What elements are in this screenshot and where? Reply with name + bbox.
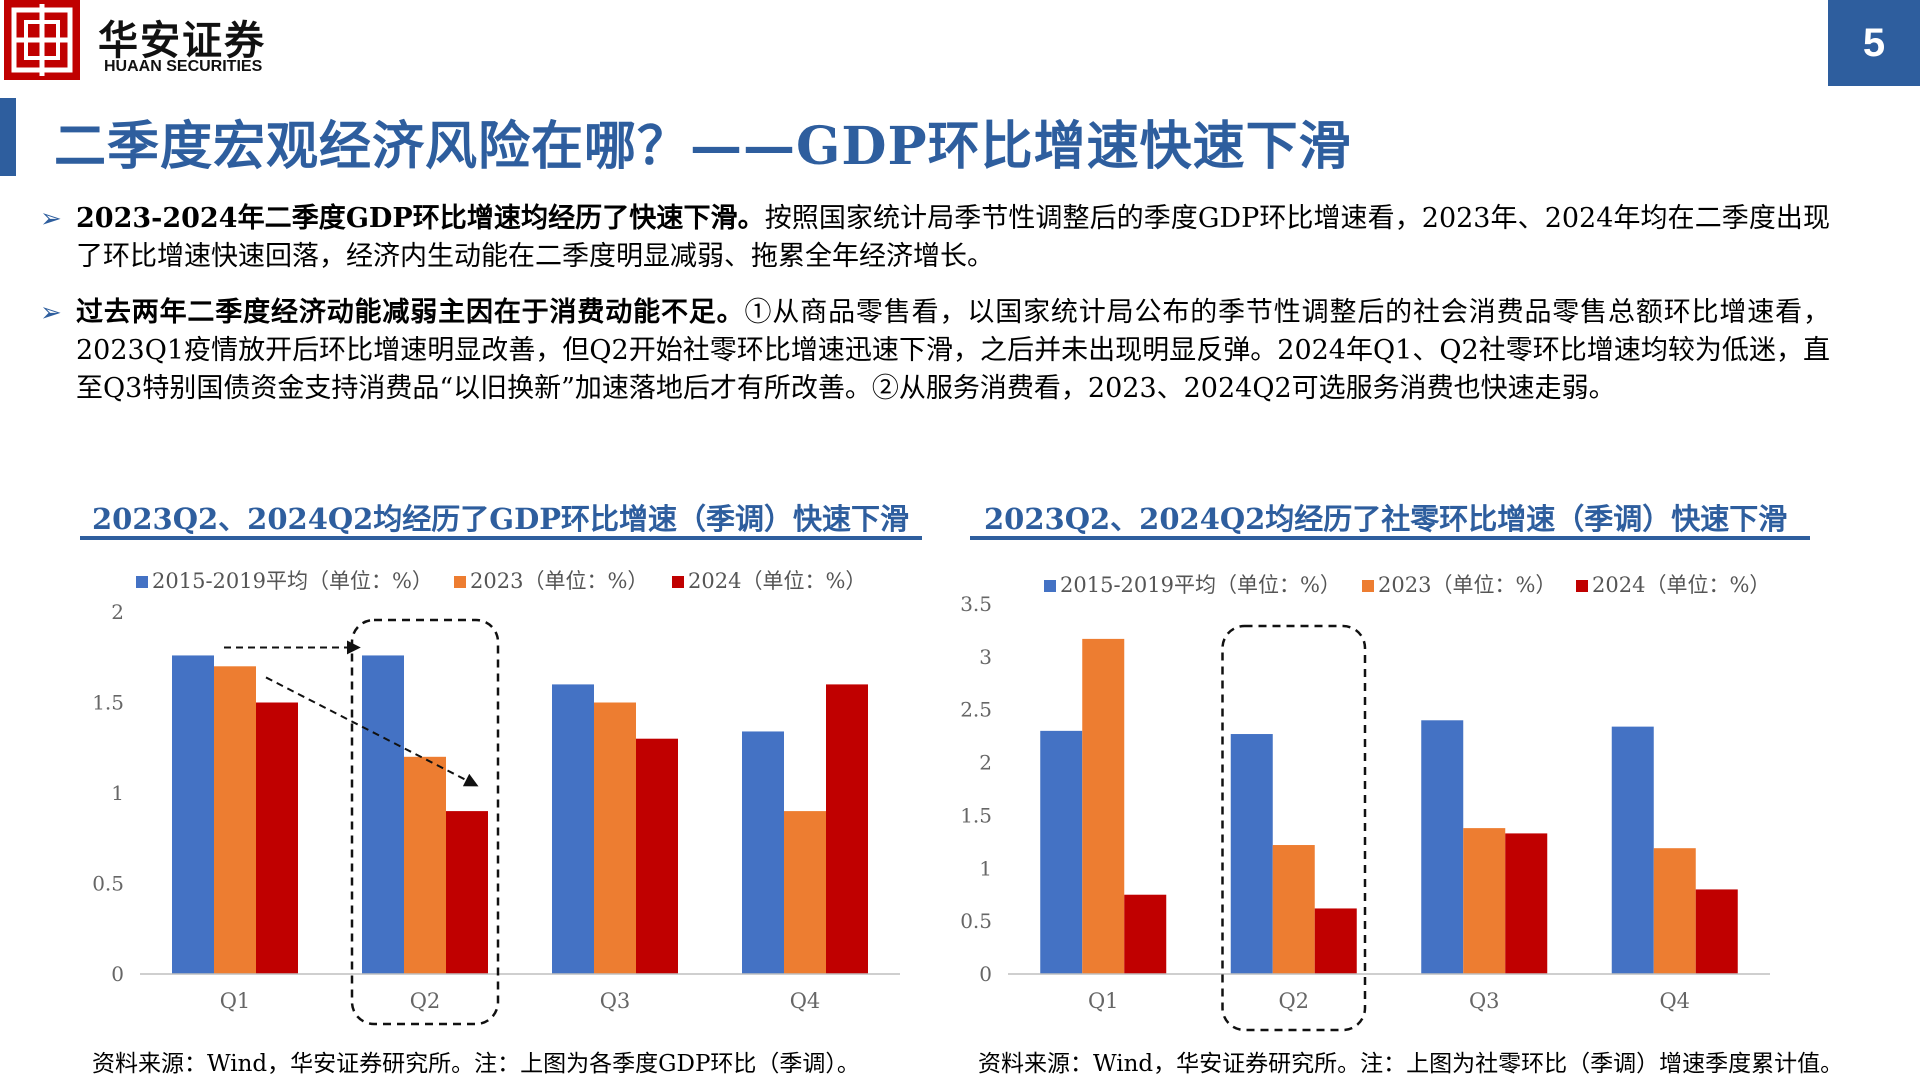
- legend-swatch: [1044, 580, 1056, 592]
- x-tick-label: Q3: [600, 989, 631, 1013]
- bar-q2-series-3: [446, 811, 488, 974]
- bar-q1-series-3: [1124, 894, 1167, 974]
- chart-1-title: 2023Q2、2024Q2均经历了GDP环比增速（季调）快速下滑: [92, 502, 910, 536]
- y-tick-label: 2.5: [960, 698, 992, 722]
- y-tick-label: 3.5: [960, 592, 992, 616]
- bar-q4-series-2: [1653, 848, 1696, 974]
- bar-q2-series-2: [1272, 845, 1315, 974]
- bullet-point-1: ➢ 2023-2024年二季度GDP环比增速均经历了快速下滑。按照国家统计局季节…: [40, 200, 1830, 276]
- legend-label: 2023（单位：%）: [470, 569, 648, 593]
- page-title: 二季度宏观经济风险在哪？——GDP环比增速快速下滑: [54, 116, 1352, 177]
- chart-1-source: 资料来源：Wind，华安证券研究所。注：上图为各季度GDP环比（季调）。: [92, 1051, 860, 1077]
- q2-highlight-box: [1221, 624, 1367, 1032]
- brand-name-cn: 华安证券: [98, 17, 266, 64]
- bar-q3-series-2: [1463, 828, 1506, 974]
- y-tick-label: 1.5: [960, 803, 992, 827]
- arrow-bullet-icon: ➢: [40, 298, 62, 328]
- bar-q4-series-3: [826, 684, 868, 974]
- x-tick-label: Q2: [410, 989, 441, 1013]
- legend-swatch: [454, 576, 466, 588]
- bullet-lead: 2023-2024年二季度GDP环比增速均经历了快速下滑。: [76, 203, 765, 234]
- bar-q3-series-1: [552, 684, 594, 974]
- trend-arrow-decline: [265, 676, 479, 787]
- x-tick-label: Q1: [220, 989, 251, 1013]
- bar-q4-series-2: [784, 811, 826, 974]
- title-accent-bar: [0, 98, 16, 176]
- legend-swatch: [1576, 580, 1588, 592]
- bullet-text: 2023-2024年二季度GDP环比增速均经历了快速下滑。按照国家统计局季节性调…: [76, 200, 1830, 276]
- bar-q3-series-1: [1421, 720, 1464, 974]
- y-tick-label: 3: [979, 645, 992, 669]
- bar-q3-series-3: [636, 738, 678, 974]
- bar-q1-series-1: [172, 655, 214, 974]
- huaan-securities-logo-icon: [4, 0, 80, 80]
- page-number: 5: [1828, 0, 1920, 86]
- x-tick-label: Q3: [1469, 989, 1500, 1013]
- q2-highlight-box: [350, 618, 500, 1026]
- bar-q1-series-3: [256, 702, 298, 974]
- bar-q1-series-1: [1040, 730, 1083, 974]
- bar-q4-series-1: [1611, 726, 1654, 974]
- legend-label: 2024（单位：%）: [688, 569, 866, 593]
- brand-name-en: HUAAN SECURITIES: [104, 58, 263, 75]
- legend-label: 2024（单位：%）: [1592, 573, 1770, 597]
- x-tick-label: Q1: [1088, 989, 1119, 1013]
- bullet-point-2: ➢ 过去两年二季度经济动能减弱主因在于消费动能不足。①从商品零售看，以国家统计局…: [40, 294, 1830, 408]
- bullet-text: 过去两年二季度经济动能减弱主因在于消费动能不足。①从商品零售看，以国家统计局公布…: [76, 294, 1830, 408]
- bar-q2-series-1: [362, 655, 404, 974]
- y-tick-label: 1.5: [92, 691, 124, 715]
- y-tick-label: 2: [111, 600, 124, 624]
- y-tick-label: 1: [111, 781, 124, 805]
- y-tick-label: 0.5: [92, 872, 124, 896]
- chart-2-source: 资料来源：Wind，华安证券研究所。注：上图为社零环比（季调）增速季度累计值。: [978, 1051, 1844, 1077]
- legend-label: 2015-2019平均（单位：%）: [152, 569, 433, 593]
- legend-label: 2015-2019平均（单位：%）: [1060, 573, 1341, 597]
- x-tick-label: Q4: [1659, 989, 1690, 1013]
- chart-1-title-rule: [80, 536, 922, 540]
- bar-q3-series-3: [1505, 833, 1548, 974]
- bullet-body: ①从商品零售看，以国家统计局公布的季节性调整后的社会消费品零售总额环比增速看，2…: [76, 297, 1830, 404]
- bar-q2-series-3: [1314, 908, 1357, 974]
- arrow-bullet-icon: ➢: [40, 204, 62, 234]
- y-tick-label: 0: [979, 962, 992, 986]
- y-tick-label: 0: [111, 962, 124, 986]
- legend-swatch: [136, 576, 148, 588]
- y-tick-label: 1: [979, 856, 992, 880]
- legend-swatch: [672, 576, 684, 588]
- y-tick-label: 0.5: [960, 909, 992, 933]
- bar-q2-series-2: [404, 756, 446, 974]
- bar-q1-series-2: [214, 666, 256, 974]
- legend-swatch: [1362, 580, 1374, 592]
- x-tick-label: Q2: [1278, 989, 1309, 1013]
- chart-2-title-rule: [970, 536, 1810, 540]
- bar-q1-series-2: [1082, 638, 1125, 974]
- bar-q3-series-2: [594, 702, 636, 974]
- bar-q4-series-3: [1695, 889, 1738, 974]
- chart-2-title: 2023Q2、2024Q2均经历了社零环比增速（季调）快速下滑: [984, 502, 1788, 536]
- y-tick-label: 2: [979, 751, 992, 775]
- legend-label: 2023（单位：%）: [1378, 573, 1556, 597]
- bar-q4-series-1: [742, 731, 784, 974]
- bar-q2-series-1: [1230, 734, 1273, 974]
- x-tick-label: Q4: [790, 989, 821, 1013]
- bullet-lead: 过去两年二季度经济动能减弱主因在于消费动能不足。: [76, 297, 745, 328]
- bullet-body: 按照国家统计局季节性调整后的季度GDP环比增速看，2023年、2024年均在二季…: [76, 203, 1831, 272]
